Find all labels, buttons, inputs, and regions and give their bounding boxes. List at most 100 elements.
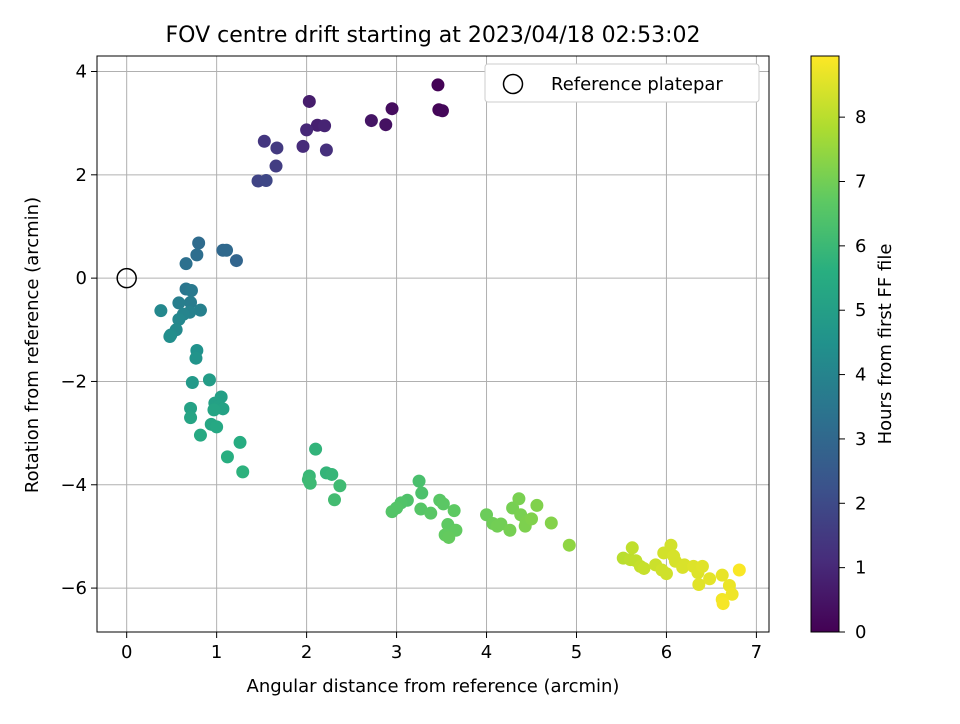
scatter-point (412, 474, 426, 488)
scatter-point (210, 420, 224, 434)
legend-box (484, 63, 760, 103)
colorbar-tick-label: 6 (855, 236, 866, 257)
scatter-point (325, 467, 339, 481)
x-tick-label: 6 (661, 642, 672, 663)
x-axis-label: Angular distance from reference (arcmin) (247, 676, 620, 697)
scatter-point (229, 254, 243, 268)
scatter-point (185, 375, 199, 389)
colorbar-tick-label: 7 (855, 171, 866, 192)
legend-reference-label: Reference platepar (551, 74, 723, 95)
x-tick-label: 3 (391, 642, 402, 663)
colorbar-tick-label: 5 (855, 300, 866, 321)
colorbar-gradient (810, 55, 840, 633)
scatter-point (664, 538, 678, 552)
scatter-point (189, 351, 203, 365)
scatter-point (692, 577, 706, 591)
legend-reference-marker (502, 73, 524, 95)
x-tick-label: 4 (481, 642, 492, 663)
scatter-point (172, 312, 186, 326)
y-tick-label: 0 (76, 268, 87, 289)
scatter-point (303, 476, 317, 490)
x-tick-label: 5 (571, 642, 582, 663)
y-tick-label: −4 (60, 475, 87, 496)
scatter-point (309, 442, 323, 456)
scatter-point (184, 401, 198, 415)
scatter-point (431, 78, 445, 92)
scatter-point (379, 118, 393, 132)
scatter-point (184, 284, 198, 298)
chart-title: FOV centre drift starting at 2023/04/18 … (166, 23, 701, 48)
scatter-point (193, 428, 207, 442)
y-axis-ticks: −6 −4 −2 0 2 4 (60, 61, 97, 599)
scatter-point (525, 512, 539, 526)
scatter-point (172, 296, 186, 310)
scatter-point (296, 139, 310, 153)
scatter-point (512, 492, 526, 506)
colorbar-tick-label: 3 (855, 429, 866, 450)
scatter-point (220, 243, 234, 257)
reference-platepar-marker (116, 267, 137, 289)
scatter-point (192, 236, 206, 250)
scatter-point (659, 567, 673, 581)
scatter-point (562, 538, 576, 552)
colorbar-ticks: 0 1 2 3 4 5 6 7 8 (839, 107, 866, 643)
scatter-point (270, 141, 284, 155)
scatter-point (530, 498, 544, 512)
scatter-point (415, 486, 429, 500)
y-tick-label: −6 (60, 578, 87, 599)
colorbar-label: Hours from first FF file (875, 244, 896, 445)
scatter-point (637, 561, 651, 575)
scatter-point (414, 502, 428, 516)
scatter-point (327, 493, 341, 507)
scatter-point (300, 123, 314, 137)
scatter-point (302, 94, 316, 108)
scatter-point (193, 303, 207, 317)
colorbar-tick-label: 1 (855, 558, 866, 579)
legend: Reference platepar (484, 63, 760, 103)
scatter-point (447, 504, 461, 518)
x-tick-label: 0 (121, 642, 132, 663)
scatter-point (190, 248, 204, 262)
scatter-points (154, 78, 746, 611)
scatter-point (220, 450, 234, 464)
scatter-point (625, 541, 639, 555)
y-axis-label: Rotation from reference (arcmin) (22, 197, 43, 493)
y-tick-label: 2 (76, 165, 87, 186)
scatter-point (385, 505, 399, 519)
scatter-point (435, 104, 449, 118)
scatter-point (715, 568, 729, 582)
colorbar-tick-label: 2 (855, 493, 866, 514)
scatter-point (257, 134, 271, 148)
colorbar-tick-label: 8 (855, 107, 866, 128)
scatter-point (163, 330, 177, 344)
scatter-point (695, 559, 709, 573)
scatter-point (233, 435, 247, 449)
scatter-point (207, 403, 221, 417)
reference-layer (116, 267, 137, 289)
scatter-point (236, 465, 250, 479)
scatter-point (318, 119, 332, 133)
scatter-point (319, 143, 333, 157)
scatter-point (202, 373, 216, 387)
scatter-point (179, 257, 193, 271)
scatter-point (333, 479, 347, 493)
x-tick-label: 1 (211, 642, 222, 663)
scatter-point (442, 530, 456, 544)
x-tick-label: 7 (751, 642, 762, 663)
scatter-point (269, 159, 283, 173)
plot-frame (96, 55, 770, 633)
scatter-point (503, 523, 517, 537)
y-tick-label: 4 (76, 61, 87, 82)
scatter-point (184, 411, 198, 425)
x-tick-label: 2 (301, 642, 312, 663)
colorbar-tick-label: 0 (855, 622, 866, 643)
scatter-point (184, 295, 198, 309)
scatter-point (544, 516, 558, 530)
scatter-point (716, 597, 730, 611)
x-axis-ticks: 0 1 2 3 4 5 6 7 (121, 632, 762, 663)
colorbar-tick-label: 4 (855, 365, 866, 386)
scatter-point (154, 304, 168, 318)
colorbar: 0 1 2 3 4 5 6 7 8 Hours from first FF file (810, 55, 896, 643)
